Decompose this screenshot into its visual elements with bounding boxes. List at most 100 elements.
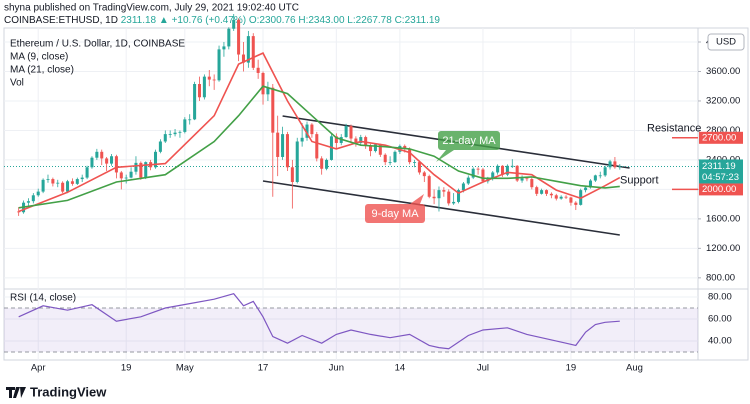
- last: 2311.18: [121, 15, 157, 26]
- candle-body: [325, 159, 329, 169]
- candle-body: [334, 136, 338, 143]
- last-price-box: [699, 159, 743, 184]
- candle-body: [549, 193, 553, 196]
- candle-body: [574, 202, 578, 205]
- x-tick-label: 14: [395, 363, 406, 374]
- candle-body: [105, 158, 109, 164]
- candle-body: [212, 79, 216, 81]
- candle-body: [173, 132, 177, 135]
- candle-body: [56, 182, 60, 184]
- close-value: C:2311.19: [395, 15, 441, 26]
- x-tick-label: Jul: [477, 363, 489, 374]
- open-value: O:2300.76: [249, 15, 296, 26]
- candle-body: [447, 191, 451, 204]
- rsi-line: [18, 293, 620, 350]
- x-tick-label: 19: [566, 363, 577, 374]
- candle-body: [290, 167, 294, 183]
- candle-body: [403, 145, 407, 149]
- candle-body: [471, 168, 475, 178]
- candle-body: [373, 144, 377, 152]
- candle-body: [110, 156, 114, 164]
- candle-body: [256, 67, 260, 73]
- candle-body: [481, 169, 485, 182]
- candle-body: [598, 175, 602, 177]
- candle-body: [144, 162, 148, 178]
- annotation-pointer: [410, 194, 424, 204]
- countdown: 04:57:23: [702, 172, 739, 183]
- annotation-box: [438, 131, 500, 150]
- candle-body: [320, 158, 324, 169]
- candle-body: [75, 179, 79, 184]
- trendline: [262, 180, 620, 236]
- level-name: Support: [620, 174, 659, 186]
- candle-body: [95, 151, 99, 158]
- candle-body: [417, 162, 421, 173]
- annotation-text: 21-day MA: [442, 135, 496, 147]
- candle-body: [183, 119, 187, 132]
- candle-body: [354, 138, 358, 143]
- candle-body: [466, 177, 470, 184]
- chart-title: Ethereum / U.S. Dollar, 1D, COINBASE: [10, 39, 185, 50]
- level-price-label: 2700.00: [702, 132, 736, 143]
- candle-body: [227, 28, 231, 47]
- candle-body: [178, 131, 182, 133]
- candle-body: [408, 148, 412, 163]
- candle-body: [237, 19, 241, 55]
- candle-body: [315, 134, 319, 159]
- y-tick-label: 1600.00: [706, 213, 740, 224]
- y-tick-label: 800.00: [706, 272, 735, 283]
- candle-body: [158, 141, 162, 152]
- candle-body: [300, 137, 304, 142]
- symbol-line: COINBASE:ETHUSD, 1D 2311.18 ▲ +10.76 (+0…: [4, 15, 440, 26]
- x-tick-label: Apr: [31, 363, 46, 374]
- candle-body: [413, 162, 417, 163]
- footer-logo: TradingView: [6, 384, 107, 399]
- candle-body: [584, 187, 588, 191]
- candle-body: [90, 157, 94, 168]
- candle-body: [476, 168, 480, 170]
- candle-body: [271, 87, 275, 133]
- candle-body: [422, 172, 426, 177]
- candle-body: [197, 84, 202, 98]
- candle-body: [85, 167, 89, 178]
- currency-label: USD: [716, 37, 736, 48]
- candle-body: [442, 190, 446, 192]
- candle-body: [222, 46, 226, 50]
- annotation-pointer: [436, 150, 454, 162]
- y-tick-label: 3600.00: [706, 66, 740, 77]
- candle-body: [378, 144, 382, 155]
- candle-body: [119, 172, 123, 179]
- currency-badge: [707, 33, 745, 51]
- candle-body: [432, 196, 436, 199]
- candle-body: [26, 201, 30, 203]
- symbol: COINBASE:ETHUSD, 1D: [4, 15, 118, 26]
- rsi-tick-label: 60.00: [708, 314, 732, 325]
- legend-entry: MA (21, close): [10, 65, 74, 76]
- candle-body: [359, 137, 363, 143]
- x-tick-label: May: [176, 363, 194, 374]
- candle-body: [100, 151, 104, 159]
- volume-label: Vol: [10, 78, 24, 89]
- x-tick-label: Aug: [626, 363, 643, 374]
- candle-body: [114, 156, 118, 173]
- candle-body: [207, 76, 211, 80]
- candle-body: [232, 19, 236, 29]
- candle-body: [80, 177, 84, 180]
- candle-body: [393, 151, 397, 163]
- candle-body: [134, 162, 138, 172]
- candle-body: [246, 36, 250, 63]
- candle-body: [310, 124, 314, 135]
- candle-body: [510, 165, 514, 167]
- candle-body: [276, 132, 280, 157]
- candle-body: [129, 171, 133, 178]
- candle-body: [163, 134, 167, 142]
- moving-average: [18, 85, 620, 209]
- high-value: H:2343.00: [298, 15, 345, 26]
- candle-body: [569, 197, 573, 203]
- candle-body: [618, 166, 622, 168]
- level-price-label: 2000.00: [702, 184, 736, 195]
- candle-body: [281, 134, 285, 157]
- candle-body: [251, 36, 255, 68]
- last-price-label: 2311.19: [702, 161, 736, 172]
